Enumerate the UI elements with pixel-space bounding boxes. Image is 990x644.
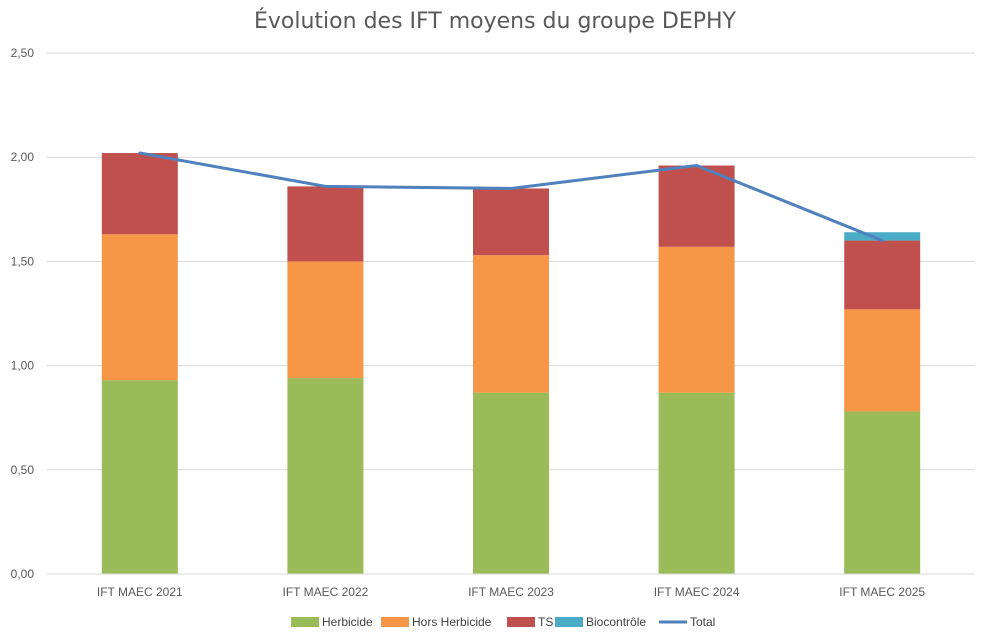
y-tick-label: 1,50	[11, 254, 35, 268]
y-tick-label: 0,50	[11, 463, 35, 477]
x-axis: IFT MAEC 2021 IFT MAEC 2022 IFT MAEC 2023 I…	[47, 573, 975, 599]
legend-item: Total	[659, 615, 715, 629]
x-tick-label: IFT MAEC 2023	[468, 585, 554, 599]
bar-segment	[287, 378, 364, 574]
legend-swatch	[381, 617, 409, 627]
bar-segment	[101, 380, 178, 574]
legend-label: Biocontrôle	[586, 615, 646, 629]
legend-item: Hors Herbicide	[381, 615, 492, 629]
legend-item: Biocontrôle	[555, 615, 646, 629]
bar-segment	[473, 188, 549, 256]
legend: Herbicide Hors Herbicide TS Biocontrôle Tota…	[291, 615, 715, 629]
legend-label: Total	[690, 615, 715, 629]
legend-swatch	[555, 617, 583, 627]
bar-segment	[844, 232, 921, 241]
bar-segment	[287, 261, 364, 379]
bar-segment	[658, 392, 735, 574]
bar-segment	[658, 165, 735, 247]
bar-segment	[844, 309, 921, 412]
legend-swatch	[507, 617, 535, 627]
bar-segment	[658, 246, 735, 393]
bar-segment	[473, 255, 549, 393]
legend-item: TS	[507, 615, 553, 629]
chart-title: Évolution des IFT moyens du groupe DEPHY	[254, 8, 737, 34]
legend-item: Herbicide	[291, 615, 373, 629]
bar-segment	[473, 392, 549, 574]
y-axis: 0,00 0,50 1,00 1,50 2,00 2,50	[11, 46, 35, 581]
y-tick-label: 2,50	[11, 46, 35, 60]
y-tick-label: 2,00	[11, 150, 35, 164]
legend-label: TS	[538, 615, 553, 629]
bar-segment	[101, 153, 178, 235]
total-line	[138, 151, 884, 243]
bars	[101, 153, 921, 574]
x-tick-label: IFT MAEC 2025	[839, 585, 925, 599]
y-tick-label: 0,00	[11, 567, 35, 581]
bar-segment	[287, 186, 364, 262]
y-tick-label: 1,00	[11, 359, 35, 373]
x-tick-label: IFT MAEC 2022	[282, 585, 368, 599]
legend-label: Hors Herbicide	[412, 615, 492, 629]
bar-segment	[101, 234, 178, 381]
bar-segment	[844, 411, 921, 574]
x-tick-label: IFT MAEC 2024	[654, 585, 740, 599]
bar-segment	[844, 240, 921, 310]
legend-swatch	[291, 617, 319, 627]
x-tick-label: IFT MAEC 2021	[97, 585, 183, 599]
legend-label: Herbicide	[322, 615, 373, 629]
total-line-path	[138, 151, 884, 243]
